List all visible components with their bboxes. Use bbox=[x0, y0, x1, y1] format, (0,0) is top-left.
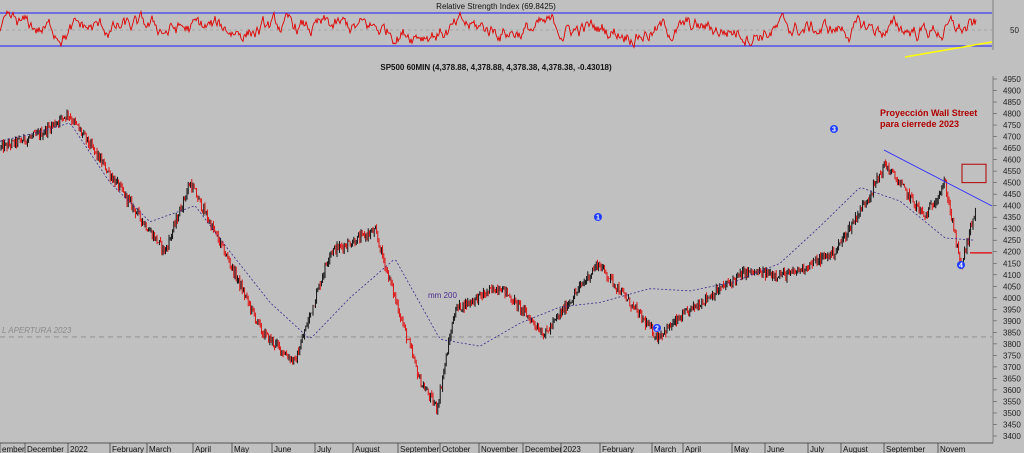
x-axis-months: ember December 2022 February March April May Ju… bbox=[0, 443, 966, 453]
y-tick-label: 3500 bbox=[1003, 409, 1021, 418]
wave-label-3: 3 bbox=[830, 125, 838, 134]
rsi-support-trendline bbox=[904, 41, 993, 58]
x-axis: ember December 2022 February March April May Ju… bbox=[0, 442, 993, 453]
y-tick-label: 3800 bbox=[1003, 340, 1021, 349]
y-tick-label: 3600 bbox=[1003, 386, 1021, 395]
rsi-line bbox=[0, 9, 977, 49]
x-month-label: May bbox=[734, 445, 749, 453]
y-tick-label: 4500 bbox=[1003, 179, 1021, 188]
wave-label-2: 2 bbox=[653, 324, 661, 333]
x-month-label: ember bbox=[2, 445, 25, 453]
y-tick-label: 4100 bbox=[1003, 271, 1021, 280]
wave-label-1: 1 bbox=[594, 213, 602, 222]
x-month-label: December bbox=[525, 445, 562, 453]
y-tick-label: 4200 bbox=[1003, 248, 1021, 257]
x-month-label: July bbox=[810, 445, 824, 453]
y-tick-label: 4550 bbox=[1003, 167, 1021, 176]
x-month-label: Novem bbox=[940, 445, 966, 453]
rsi-level-label: 50 bbox=[1010, 26, 1019, 35]
y-tick-label: 4800 bbox=[1003, 110, 1021, 119]
rsi-title: Relative Strength Index (69.8425) bbox=[436, 2, 556, 11]
y-tick-label: 3400 bbox=[1003, 432, 1021, 441]
x-month-label: August bbox=[843, 445, 869, 453]
x-month-label: April bbox=[195, 445, 211, 453]
chart-title: SP500 60MIN (4,378.88, 4,378.88, 4,378.3… bbox=[380, 63, 612, 72]
wave-label-4: 4 bbox=[957, 261, 965, 270]
y-tick-label: 3700 bbox=[1003, 363, 1021, 372]
x-month-label: December bbox=[27, 445, 64, 453]
resistance-trendline bbox=[883, 149, 993, 207]
y-tick-label: 4700 bbox=[1003, 133, 1021, 142]
y-tick-label: 3550 bbox=[1003, 397, 1021, 406]
projection-box bbox=[961, 163, 987, 184]
y-tick-label: 4000 bbox=[1003, 294, 1021, 303]
y-tick-label: 4850 bbox=[1003, 98, 1021, 107]
x-month-label: September bbox=[886, 445, 925, 453]
x-month-label: 2023 bbox=[563, 445, 581, 453]
y-tick-label: 4400 bbox=[1003, 202, 1021, 211]
y-tick-label: 3750 bbox=[1003, 351, 1021, 360]
x-month-label: February bbox=[112, 445, 144, 453]
y-tick-label: 4600 bbox=[1003, 156, 1021, 165]
moving-average-line bbox=[0, 122, 976, 347]
x-month-label: July bbox=[317, 445, 331, 453]
x-month-label: March bbox=[149, 445, 171, 453]
y-tick-label: 3450 bbox=[1003, 420, 1021, 429]
price-candles bbox=[0, 109, 976, 415]
x-month-label: June bbox=[767, 445, 785, 453]
x-month-label: May bbox=[234, 445, 249, 453]
y-tick-label: 3900 bbox=[1003, 317, 1021, 326]
x-month-label: February bbox=[602, 445, 634, 453]
svg-text:2: 2 bbox=[655, 326, 659, 333]
y-tick-label: 4900 bbox=[1003, 87, 1021, 96]
projection-label-line1: Proyección Wall Street bbox=[880, 108, 977, 118]
y-tick-label: 4250 bbox=[1003, 236, 1021, 245]
y-tick-label: 4450 bbox=[1003, 190, 1021, 199]
y-tick-label: 4950 bbox=[1003, 75, 1021, 84]
x-month-label: October bbox=[442, 445, 471, 453]
y-tick-label: 4300 bbox=[1003, 225, 1021, 234]
y-tick-label: 3650 bbox=[1003, 374, 1021, 383]
x-month-label: September bbox=[400, 445, 439, 453]
x-month-label: March bbox=[654, 445, 676, 453]
svg-text:1: 1 bbox=[596, 215, 600, 222]
x-month-label: August bbox=[355, 445, 381, 453]
x-month-label: April bbox=[685, 445, 701, 453]
y-tick-label: 3950 bbox=[1003, 305, 1021, 314]
x-month-label: June bbox=[274, 445, 292, 453]
y-tick-label: 4350 bbox=[1003, 213, 1021, 222]
y-tick-label: 4650 bbox=[1003, 144, 1021, 153]
y-tick-label: 4750 bbox=[1003, 121, 1021, 130]
x-month-label: 2022 bbox=[70, 445, 88, 453]
ma-label: mm 200 bbox=[428, 291, 457, 300]
y-tick-label: 3850 bbox=[1003, 328, 1021, 337]
reference-line-label: L APERTURA 2023 bbox=[2, 326, 72, 335]
rsi-panel: Relative Strength Index (69.8425) 50 bbox=[0, 0, 1019, 58]
y-tick-label: 4150 bbox=[1003, 259, 1021, 268]
y-tick-label: 4050 bbox=[1003, 282, 1021, 291]
svg-text:4: 4 bbox=[959, 263, 963, 270]
projection-label-line2: para cierrede 2023 bbox=[880, 119, 959, 129]
x-month-label: November bbox=[481, 445, 518, 453]
price-panel: 4950 4900 4850 4800 4750 4700 4650 4600 4550 4500… bbox=[0, 75, 1021, 443]
svg-text:3: 3 bbox=[832, 127, 836, 134]
y-axis-ticks: 4950 4900 4850 4800 4750 4700 4650 4600 4550 4500… bbox=[993, 75, 1021, 441]
